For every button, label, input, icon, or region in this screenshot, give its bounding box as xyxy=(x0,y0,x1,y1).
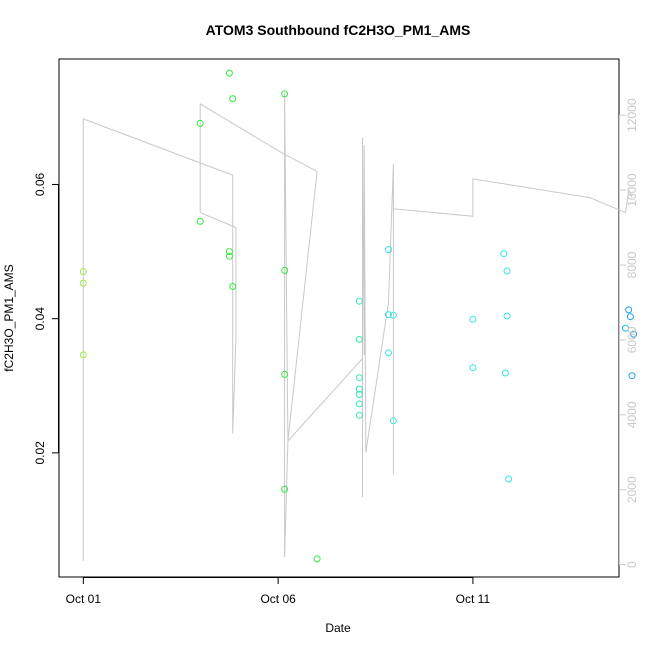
y-right-axis: 0 2000 4000 6000 8000 10000 12000 xyxy=(619,98,639,568)
y-right-tick-label: 0 xyxy=(625,561,639,568)
y-axis-label: fC2H3O_PM1_AMS xyxy=(2,264,16,371)
data-point xyxy=(385,246,392,254)
points-layer xyxy=(79,69,638,563)
data-point xyxy=(313,555,321,563)
y-axis: 0.02 0.04 0.06 xyxy=(33,172,59,465)
data-point xyxy=(79,351,87,359)
y-right-tick-label: 12000 xyxy=(625,98,639,132)
data-point xyxy=(355,374,363,382)
data-point xyxy=(355,336,363,343)
data-point xyxy=(229,283,237,290)
data-point xyxy=(355,400,363,408)
data-point xyxy=(500,250,508,258)
y-right-tick-label: 10000 xyxy=(625,173,639,207)
y-right-tick-label: 2000 xyxy=(625,476,639,503)
data-point xyxy=(385,349,392,357)
data-point xyxy=(505,475,513,483)
data-point xyxy=(225,248,233,256)
y-tick-label: 0.06 xyxy=(33,172,47,196)
data-point xyxy=(355,385,363,393)
y-right-tick-label: 8000 xyxy=(625,251,639,278)
data-point xyxy=(503,267,511,275)
data-point xyxy=(385,311,392,319)
data-point xyxy=(628,372,636,380)
y-right-tick-label: 6000 xyxy=(625,326,639,353)
data-point xyxy=(229,95,237,103)
y-right-tick-label: 4000 xyxy=(625,401,639,428)
data-point xyxy=(355,297,363,305)
data-point xyxy=(501,369,509,377)
data-point xyxy=(79,268,87,276)
data-point xyxy=(196,119,204,127)
data-point xyxy=(196,217,204,225)
data-point xyxy=(281,90,289,98)
data-point xyxy=(389,417,397,425)
x-axis-label: Date xyxy=(325,621,351,635)
data-point xyxy=(355,391,363,398)
line-series xyxy=(82,92,633,561)
line-series-layer xyxy=(82,92,633,561)
x-tick-label: Oct 01 xyxy=(66,592,102,606)
data-point xyxy=(622,324,629,332)
data-point xyxy=(79,279,87,287)
data-point xyxy=(225,252,233,260)
x-axis: Oct 01 Oct 06 Oct 11 xyxy=(66,577,491,606)
data-point xyxy=(389,311,397,319)
data-point xyxy=(626,313,634,321)
x-tick-label: Oct 06 xyxy=(260,592,296,606)
data-point xyxy=(281,370,289,378)
data-point xyxy=(355,411,363,419)
y-tick-label: 0.02 xyxy=(33,441,47,465)
data-point xyxy=(503,312,511,320)
x-tick-label: Oct 11 xyxy=(456,592,491,606)
data-point xyxy=(281,485,289,493)
y-tick-label: 0.04 xyxy=(33,307,47,331)
data-point xyxy=(225,69,233,77)
data-point xyxy=(281,266,289,274)
data-point xyxy=(469,315,477,323)
data-point xyxy=(469,364,477,372)
chart-title: ATOM3 Southbound fC2H3O_PM1_AMS xyxy=(206,22,471,38)
data-point xyxy=(625,306,633,314)
data-point xyxy=(630,330,638,338)
